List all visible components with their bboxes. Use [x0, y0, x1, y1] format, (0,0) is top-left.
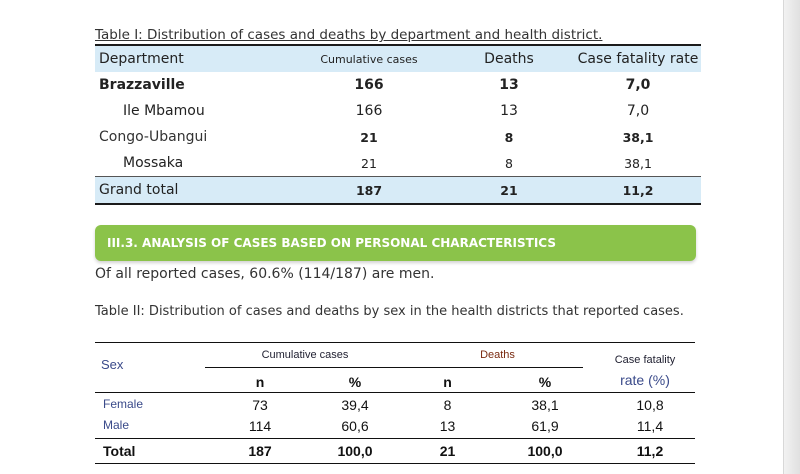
row-deaths: 13 [499, 77, 519, 93]
row-sex: Female [103, 397, 144, 411]
row-cum-n: 73 [252, 397, 268, 413]
section-heading: III.3. ANALYSIS OF CASES BASED ON PERSON… [107, 236, 556, 250]
table-row: Mossaka 21 8 38,1 [95, 150, 701, 177]
table2-header-rule [95, 392, 695, 393]
row-cumulative: 21 [360, 129, 378, 145]
table2-header-cumulative: Cumulative cases [261, 349, 349, 361]
total-cum-n: 187 [248, 443, 272, 459]
table-row: Brazzaville 166 13 7,0 [95, 72, 701, 98]
table1-header-cfr: Case fatality rate [575, 44, 701, 72]
table2-sub-pct: % [348, 374, 362, 390]
row-cfr: 38,1 [622, 129, 654, 145]
row-deaths-n: 13 [439, 418, 456, 434]
row-deaths-pct: 38,1 [531, 397, 559, 413]
row-district: Mossaka [123, 155, 184, 171]
total-deaths: 21 [443, 176, 575, 205]
table-row: Congo-Ubangui 21 8 38,1 [95, 124, 701, 150]
page-edge-shadow [783, 0, 800, 474]
table1-header-deaths: Deaths [443, 44, 575, 72]
total-cumulative: 187 [295, 176, 443, 205]
row-deaths-pct: 61,9 [531, 418, 559, 434]
table2-sub-n: n [443, 374, 452, 390]
row-cumulative: 21 [361, 155, 377, 171]
row-sex: Male [103, 418, 130, 432]
row-department: Brazzaville [99, 77, 185, 93]
total-cfr: 11,2 [575, 176, 701, 205]
table2-bottom-rule [95, 463, 695, 464]
table1-title: Table I: Distribution of cases and death… [95, 27, 603, 43]
table1-header-cumulative: Cumulative cases [295, 44, 443, 72]
row-cfr: 11,4 [636, 418, 664, 434]
total-deaths-n: 21 [439, 443, 456, 459]
table2-sub-pct: % [538, 374, 552, 390]
row-department: Congo-Ubangui [99, 129, 208, 145]
row-cfr: 7,0 [625, 77, 651, 93]
table-row: Ile Mbamou 166 13 7,0 [95, 98, 701, 124]
row-cumulative: 166 [354, 77, 384, 93]
table1-total-row: Grand total 187 21 11,2 [95, 176, 701, 205]
row-cumulative: 166 [355, 103, 383, 119]
table2-total-rule [95, 438, 695, 439]
table2-header-cfr-line1: Case fatality [614, 354, 676, 366]
total-cum-pct: 100,0 [337, 443, 373, 459]
section-heading-banner: III.3. ANALYSIS OF CASES BASED ON PERSON… [95, 225, 696, 261]
total-label: Total [103, 443, 136, 459]
row-deaths: 8 [504, 129, 514, 145]
row-cfr: 38,1 [624, 155, 652, 171]
row-cfr: 10,8 [636, 397, 664, 413]
total-deaths-pct: 100,0 [527, 443, 563, 459]
table2-header-sex: Sex [101, 357, 124, 372]
table1-header-row: Department Cumulative cases Deaths Case … [95, 44, 701, 72]
table1: Department Cumulative cases Deaths Case … [95, 44, 701, 205]
total-cfr: 11,2 [636, 443, 664, 459]
row-district: Ile Mbamou [123, 103, 205, 119]
table2-group-rule [205, 367, 583, 368]
table2: Sex Cumulative cases Deaths Case fatalit… [95, 342, 701, 464]
table2-title: Table II: Distribution of cases and deat… [95, 304, 684, 319]
summary-paragraph: Of all reported cases, 60.6% (114/187) a… [95, 266, 435, 282]
row-cfr: 7,0 [626, 103, 650, 119]
row-deaths: 13 [500, 103, 518, 119]
total-label: Grand total [95, 176, 295, 205]
table2-header-cfr-line2: rate (%) [620, 372, 670, 388]
row-deaths-n: 8 [443, 397, 452, 413]
row-cum-pct: 39,4 [341, 397, 369, 413]
row-deaths: 8 [505, 155, 513, 171]
row-cum-pct: 60,6 [341, 418, 369, 434]
table2-header-deaths: Deaths [480, 349, 515, 361]
row-cum-n: 114 [248, 418, 272, 434]
table2-sub-n: n [255, 374, 265, 390]
table1-header-department: Department [95, 44, 295, 72]
table2-top-rule [95, 342, 695, 343]
